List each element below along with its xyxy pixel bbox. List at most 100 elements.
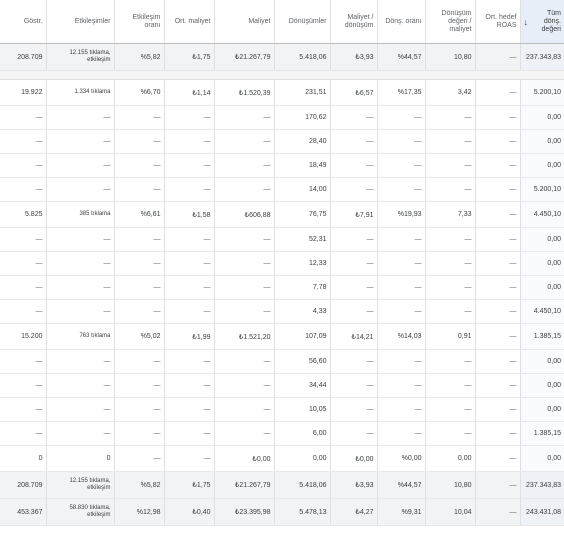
cell-impressions: 19.922 — [0, 79, 47, 106]
cell-avg-target-roas: — — [475, 153, 521, 178]
cell-interactions: 1.334 tıklama — [46, 79, 115, 106]
column-header-avg-target-roas[interactable]: Ort. hedef ROAS — [475, 0, 521, 44]
table-row[interactable]: — — — — —14,00— — — —5.200,10 — [0, 177, 564, 202]
cell-cost-per-conversion: — — [330, 299, 378, 324]
cell-interactions: — — [46, 153, 115, 178]
cell-cost: ₺606,88 — [214, 201, 275, 228]
cell-avg-cost: ₺1,99 — [164, 323, 215, 350]
cell-impressions: 453.367 — [0, 498, 47, 526]
cell-conversion-rate: — — [377, 299, 426, 324]
cell-conversion-rate: — — [377, 153, 426, 178]
table-row[interactable]: — — — — —56,60— — — —0,00 — [0, 349, 564, 374]
cell-cost: — — [214, 299, 275, 324]
cell-conversion-value-per-cost: — — [425, 373, 476, 398]
cell-interaction-rate: — — [114, 129, 165, 154]
total-row[interactable]: 208.709 12.155 tıklama, etkileşim %5,82 ₺1,… — [0, 43, 564, 71]
cell-conversion-value-per-cost: — — [425, 177, 476, 202]
group-row[interactable]: 0 0— — ₺0,00 0,00 ₺0,00 %0,00 0,00—0,00 — [0, 445, 564, 472]
cell-avg-target-roas: — — [475, 373, 521, 398]
column-header-conversions[interactable]: Dönüşümler — [274, 0, 331, 44]
column-header-interaction-rate[interactable]: Etkileşim oranı — [114, 0, 165, 44]
total-row[interactable]: 453.367 58.830 tıklama, etkileşim %12,98 ₺0… — [0, 498, 564, 526]
cell-avg-target-roas: — — [475, 43, 521, 71]
group-row[interactable]: 19.922 1.334 tıklama %6,70 ₺1,14 ₺1.520,39 23… — [0, 79, 564, 106]
cell-interactions: — — [46, 251, 115, 276]
column-header-conversion-rate[interactable]: Dönş. oranı — [377, 0, 426, 44]
column-header-interactions[interactable]: Etkileşimler — [46, 0, 115, 44]
table-row[interactable]: — — — — —170,62— — — —0,00 — [0, 105, 564, 130]
cell-interactions: 385 tıklama — [46, 201, 115, 228]
cell-conversions: 170,62 — [274, 105, 331, 130]
cell-impressions: — — [0, 129, 47, 154]
table-body: 208.709 12.155 tıklama, etkileşim %5,82 ₺1,… — [0, 43, 564, 526]
cell-interaction-rate: — — [114, 349, 165, 374]
column-header-conversion-value-per-cost[interactable]: Dönüşüm değeri / maliyet — [425, 0, 476, 44]
column-header-all-conversion-value[interactable]: ↓ Tüm dönş. değeri — [520, 0, 564, 44]
cell-impressions: — — [0, 105, 47, 130]
cell-interactions: — — [46, 275, 115, 300]
cell-conversion-rate: — — [377, 251, 426, 276]
cell-interaction-rate: %5,82 — [114, 43, 165, 71]
sorted-header-label: Tüm dönş. değeri — [541, 9, 561, 33]
table-row[interactable]: — — — — —34,44— — — —0,00 — [0, 373, 564, 398]
cell-conversion-rate: %9,31 — [377, 498, 426, 526]
column-header-cost[interactable]: Maliyet — [214, 0, 275, 44]
column-header-cost-per-conversion[interactable]: Maliyet / dönüşüm — [330, 0, 378, 44]
cell-interactions: 58.830 tıklama, etkileşim — [46, 498, 115, 526]
arrow-down-icon[interactable]: ↓ — [523, 16, 529, 27]
table-row[interactable]: — — — — —18,49— — — —0,00 — [0, 153, 564, 178]
cell-avg-cost: — — [164, 373, 215, 398]
cell-interactions: — — [46, 129, 115, 154]
cell-avg-target-roas: — — [475, 79, 521, 106]
group-row[interactable]: 15.200 763 tıklama %5,02 ₺1,99 ₺1.521,20 107,… — [0, 323, 564, 350]
table-row[interactable]: — — — — —10,05— — — —0,00 — [0, 397, 564, 422]
cell-interactions: — — [46, 227, 115, 252]
header-row: Göstr. Etkileşimler Etkileşim oranı Ort.… — [0, 0, 564, 44]
cell-cost: — — [214, 349, 275, 374]
cell-avg-target-roas: — — [475, 471, 521, 499]
cell-cost-per-conversion: ₺0,00 — [330, 445, 378, 472]
table-row[interactable]: — — — — —52,31— — — —0,00 — [0, 227, 564, 252]
cell-conversion-value-per-cost: 0,00 — [425, 445, 476, 472]
cell-conversion-rate: — — [377, 105, 426, 130]
cell-conversions: 7,78 — [274, 275, 331, 300]
cell-conversion-rate: — — [377, 397, 426, 422]
cell-cost: ₺21.267,79 — [214, 43, 275, 71]
cell-avg-cost: ₺1,75 — [164, 43, 215, 71]
column-header-avg-cost[interactable]: Ort. maliyet — [164, 0, 215, 44]
cell-interaction-rate: — — [114, 275, 165, 300]
cell-conversions: 52,31 — [274, 227, 331, 252]
cell-cost: — — [214, 227, 275, 252]
cell-impressions: — — [0, 397, 47, 422]
cell-interaction-rate: %5,82 — [114, 471, 165, 499]
metrics-table: Göstr. Etkileşimler Etkileşim oranı Ort.… — [0, 0, 564, 526]
cell-avg-cost: — — [164, 397, 215, 422]
cell-conversion-rate: %44,57 — [377, 471, 426, 499]
cell-impressions: — — [0, 349, 47, 374]
cell-interaction-rate: %5,02 — [114, 323, 165, 350]
cell-cost: — — [214, 251, 275, 276]
cell-all-conversion-value: 0,00 — [520, 445, 564, 472]
cell-impressions: — — [0, 373, 47, 398]
cell-interaction-rate: %6,70 — [114, 79, 165, 106]
cell-all-conversion-value: 0,00 — [520, 129, 564, 154]
column-header-impressions[interactable]: Göstr. — [0, 0, 47, 44]
cell-avg-target-roas: — — [475, 129, 521, 154]
table-row[interactable]: — — — — —12,33— — — —0,00 — [0, 251, 564, 276]
cell-avg-target-roas: — — [475, 498, 521, 526]
table-row[interactable]: — — — — —6,00— — — —1.385,15 — [0, 421, 564, 446]
cell-cost-per-conversion: — — [330, 177, 378, 202]
table-row[interactable]: — — — — —28,40— — — —0,00 — [0, 129, 564, 154]
table-row[interactable]: — — — — —7,78— — — —0,00 — [0, 275, 564, 300]
table-row[interactable]: — — — — —4,33— — — —4.450,10 — [0, 299, 564, 324]
cell-cost-per-conversion: — — [330, 421, 378, 446]
cell-avg-target-roas: — — [475, 177, 521, 202]
total-row[interactable]: 208.709 12.155 tıklama, etkileşim %5,82 ₺1,… — [0, 471, 564, 499]
cell-impressions: — — [0, 251, 47, 276]
cell-all-conversion-value: 0,00 — [520, 153, 564, 178]
group-row[interactable]: 5.825 385 tıklama %6,61 ₺1,58 ₺606,88 76,75 ₺7… — [0, 201, 564, 228]
cell-avg-cost: ₺0,40 — [164, 498, 215, 526]
cell-cost: — — [214, 105, 275, 130]
cell-cost-per-conversion: — — [330, 153, 378, 178]
cell-avg-target-roas: — — [475, 445, 521, 472]
